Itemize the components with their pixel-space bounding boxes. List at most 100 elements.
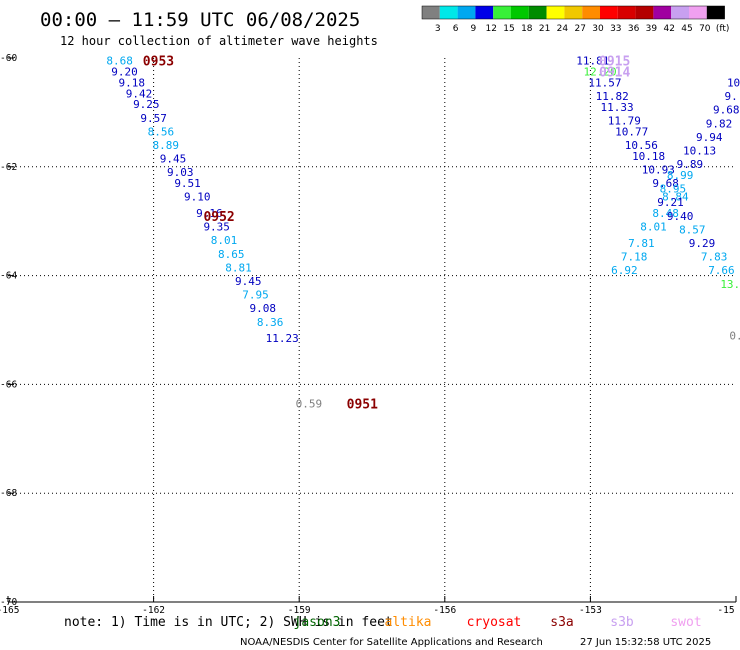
wave-height-value: 13.4 — [720, 278, 740, 291]
x-tick-label: -159 — [288, 605, 311, 616]
colorbar-label: 36 — [628, 24, 640, 34]
colorbar-swatch — [671, 6, 689, 19]
wave-height-value: 9.82 — [706, 117, 733, 130]
satellite-legend-item: jason3 — [294, 615, 341, 630]
wave-height-value: 9.68 — [713, 104, 740, 117]
wave-height-value: 0. — [729, 329, 740, 342]
x-tick-label: -165 — [0, 605, 19, 616]
wave-height-value: 9.21 — [657, 196, 684, 209]
y-tick-label: -60 — [0, 53, 17, 64]
wave-height-value: 7.83 — [701, 251, 728, 264]
colorbar-label: 39 — [646, 24, 658, 34]
grid-lines — [8, 58, 736, 602]
x-tick-label: -162 — [142, 605, 165, 616]
wave-height-value: 6.92 — [611, 264, 638, 277]
colorbar-label: 24 — [557, 24, 569, 34]
y-tick-label: -66 — [0, 379, 17, 390]
wave-height-value: 9.08 — [250, 302, 277, 315]
pass-time-label: 0952 — [203, 210, 234, 225]
colorbar-swatch — [582, 6, 600, 19]
colorbar-label: 12 — [485, 24, 496, 34]
wave-height-value: 9.51 — [174, 177, 201, 190]
x-tick-label: -15 — [717, 605, 734, 616]
colorbar-legend: 3 6 9 12 15 18 21 24 27 30 33 36 39 42 45 70 (ft) — [421, 5, 729, 34]
satellite-legend: jason3 altika cryosat s3a s3b swot — [294, 615, 702, 630]
colorbar-swatch — [689, 6, 707, 19]
footer-credit: NOAA/NESDIS Center for Satellite Applica… — [240, 637, 543, 648]
colorbar-swatch — [511, 6, 529, 19]
wave-height-value: 7.95 — [242, 289, 269, 302]
colorbar-swatch — [546, 6, 565, 19]
colorbar-swatch — [564, 6, 583, 19]
wave-height-value: 9.57 — [140, 112, 167, 125]
colorbar-label: 45 — [681, 24, 692, 34]
colorbar-swatch — [457, 6, 476, 19]
colorbar-swatch — [600, 6, 618, 19]
wave-height-value: 9.10 — [184, 191, 211, 204]
wave-height-value: 8.01 — [211, 234, 238, 247]
footer-timestamp: 27 Jun 15:32:58 UTC 2025 — [580, 637, 711, 648]
colorbar-swatch — [422, 6, 440, 19]
pass-time-label: 0951 — [347, 397, 378, 412]
wave-height-value: 9.94 — [696, 131, 723, 144]
wave-height-value: 9.03 — [167, 166, 194, 179]
wave-height-value: 8.81 — [225, 261, 252, 274]
wave-height-value: 9.42 — [126, 87, 153, 100]
x-tick-label: -153 — [579, 605, 602, 616]
footer-note: note: 1) Time is in UTC; 2) SWH is in fe… — [64, 615, 393, 630]
x-tick-label: -156 — [433, 605, 456, 616]
wave-height-value: 10.77 — [615, 125, 648, 138]
wave-height-value: 9.40 — [667, 210, 694, 223]
satellite-legend-item: cryosat — [467, 615, 522, 630]
wave-height-value: 8.99 — [667, 169, 694, 182]
wave-height-value: 9.68 — [652, 177, 679, 190]
colorbar-label: 21 — [539, 24, 550, 34]
pass-time-label: 0914 — [599, 66, 630, 81]
wave-height-value: 8.01 — [640, 221, 667, 234]
wave-height-value: 9.18 — [119, 76, 146, 89]
colorbar-label: 42 — [663, 24, 674, 34]
wave-height-value: 9.35 — [203, 221, 230, 234]
colorbar-swatch — [653, 6, 672, 19]
y-tick-label: -70 — [0, 597, 17, 608]
wave-height-value: 7.18 — [621, 251, 648, 264]
wave-height-value: 11.81 — [576, 55, 609, 68]
wave-height-value: 9.45 — [160, 153, 187, 166]
wave-height-value: 8.95 — [660, 183, 687, 196]
wave-height-value: 8.65 — [218, 248, 245, 261]
y-axis-ticks: -60 -62 -64 -66 -68 -70 — [0, 53, 17, 608]
wave-height-value: 9. — [725, 90, 738, 103]
colorbar-label: 33 — [610, 24, 621, 34]
wave-height-value: 12.20 — [584, 66, 617, 79]
wave-height-value: 10.56 — [625, 139, 658, 152]
colorbar-label: 18 — [521, 24, 533, 34]
colorbar-label: 30 — [592, 24, 604, 34]
wave-height-value: 7.81 — [628, 237, 655, 250]
wave-height-value: 8.56 — [148, 125, 175, 138]
wave-height-value: 8.84 — [662, 191, 689, 204]
footer: note: 1) Time is in UTC; 2) SWH is in fe… — [64, 615, 711, 648]
wave-height-value: 8.89 — [152, 139, 179, 152]
wave-height-value: 9.16 — [196, 207, 223, 220]
satellite-legend-item: s3a — [550, 615, 573, 630]
satellite-legend-item: swot — [670, 615, 701, 630]
wave-height-value: 9.29 — [689, 237, 716, 250]
colorbar-swatch — [706, 6, 725, 19]
wave-height-value: 9.45 — [235, 275, 262, 288]
wave-height-value: 8.68 — [106, 55, 133, 68]
wave-height-value: 0.59 — [296, 397, 323, 410]
wave-height-value: 8.48 — [652, 207, 679, 220]
colorbar-border — [421, 5, 725, 20]
y-tick-label: -62 — [0, 162, 17, 173]
colorbar-label: 15 — [503, 24, 514, 34]
colorbar-label: 3 — [435, 24, 441, 34]
pass-time-label: 0953 — [143, 55, 174, 70]
wave-height-value: 9.25 — [133, 98, 160, 111]
wave-height-value: 10.93 — [642, 164, 675, 177]
page-subtitle: 12 hour collection of altimeter wave hei… — [60, 34, 378, 48]
y-tick-label: -64 — [0, 271, 17, 282]
wave-height-value: 10.18 — [632, 150, 665, 163]
y-tick-label: -68 — [0, 488, 17, 499]
wave-height-value: 10.13 — [683, 144, 716, 157]
